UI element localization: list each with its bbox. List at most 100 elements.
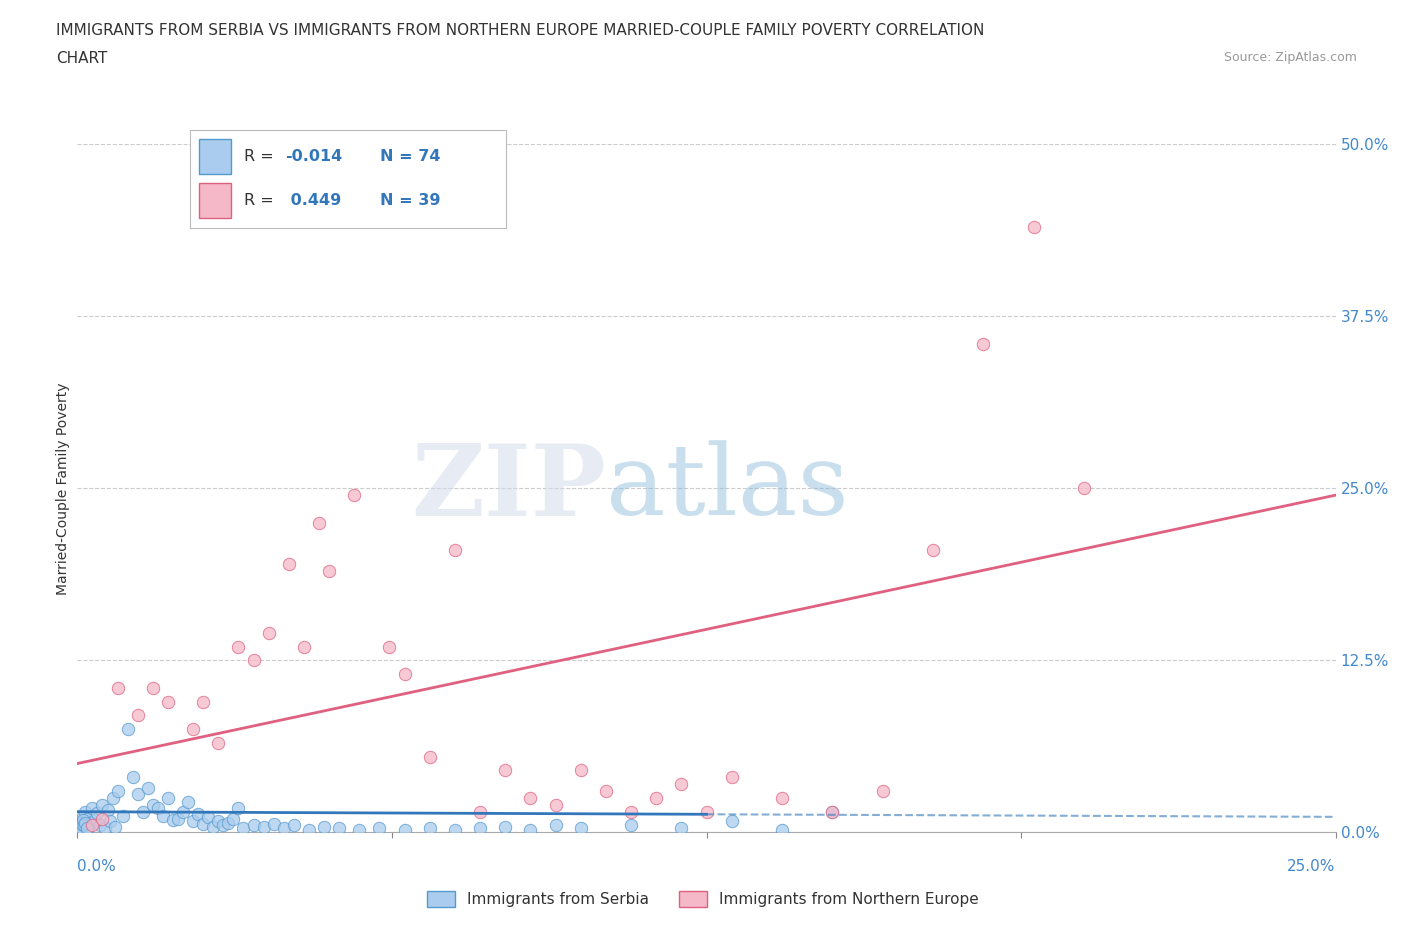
Point (242, 818, 264, 833)
Point (104, 819, 127, 834)
Point (972, 337, 994, 352)
Point (121, 770, 143, 785)
Point (1022, 219, 1045, 234)
Text: 0.0%: 0.0% (77, 859, 117, 874)
Point (821, 804, 844, 819)
Point (94, 821, 117, 836)
Point (419, 750, 441, 764)
Point (720, 770, 742, 785)
Point (181, 722, 204, 737)
Point (257, 625, 280, 640)
Point (187, 807, 209, 822)
Point (70, 818, 93, 833)
Point (86, 805, 108, 820)
Point (1073, 481, 1095, 496)
Point (444, 543, 467, 558)
Point (156, 790, 179, 805)
Point (228, 639, 250, 654)
Text: R =: R = (243, 149, 278, 164)
Point (111, 808, 134, 823)
Point (152, 808, 174, 823)
Point (217, 816, 239, 830)
Point (922, 543, 945, 558)
Point (519, 790, 541, 805)
Point (91, 811, 114, 826)
Text: 0.449: 0.449 (284, 193, 342, 208)
Point (343, 487, 366, 502)
Text: ZIP: ZIP (411, 440, 606, 537)
Point (77, 819, 100, 834)
Text: atlas: atlas (606, 440, 849, 537)
Point (232, 821, 254, 836)
Point (277, 556, 299, 571)
Text: Source: ZipAtlas.com: Source: ZipAtlas.com (1223, 51, 1357, 64)
Point (136, 781, 159, 796)
Legend: Immigrants from Serbia, Immigrants from Northern Europe: Immigrants from Serbia, Immigrants from … (420, 884, 986, 913)
Point (872, 784, 894, 799)
Point (82, 800, 104, 815)
Point (645, 790, 668, 805)
Point (177, 794, 200, 809)
Point (671, 777, 693, 791)
Point (101, 790, 124, 805)
Point (202, 819, 225, 834)
Point (72, 814, 94, 829)
Point (544, 818, 567, 833)
Point (318, 564, 340, 578)
Point (378, 639, 401, 654)
Point (73, 818, 96, 833)
Point (76, 811, 98, 826)
Point (167, 811, 190, 826)
Text: N = 39: N = 39 (380, 193, 440, 208)
Point (394, 667, 416, 682)
Point (419, 821, 441, 836)
Point (770, 790, 793, 805)
Point (84, 813, 107, 828)
Point (207, 736, 229, 751)
Point (72, 808, 94, 823)
Point (494, 819, 516, 834)
Point (519, 822, 541, 837)
Point (544, 797, 567, 812)
Point (72, 813, 94, 828)
Point (720, 814, 742, 829)
Point (770, 822, 793, 837)
FancyBboxPatch shape (200, 139, 231, 174)
Point (671, 821, 693, 836)
Y-axis label: Married-Couple Family Poverty: Married-Couple Family Poverty (56, 382, 70, 594)
Point (162, 813, 184, 828)
Text: N = 74: N = 74 (380, 149, 440, 164)
Point (181, 814, 204, 829)
Point (298, 822, 321, 837)
Point (394, 822, 416, 837)
Point (73, 804, 96, 819)
Point (191, 817, 215, 831)
Point (132, 804, 155, 819)
Point (142, 797, 165, 812)
Point (620, 818, 643, 833)
Text: -0.014: -0.014 (284, 149, 342, 164)
Point (222, 811, 245, 826)
Point (620, 804, 643, 819)
Point (821, 804, 844, 819)
Point (197, 810, 219, 825)
Point (82, 818, 104, 833)
Point (69, 819, 91, 834)
Point (468, 804, 491, 819)
Point (146, 800, 169, 815)
Point (69, 821, 91, 836)
Point (228, 800, 250, 815)
Point (312, 819, 335, 834)
Point (172, 804, 194, 819)
Point (569, 763, 592, 777)
Point (207, 814, 229, 829)
Point (89, 818, 111, 833)
Point (107, 784, 129, 799)
Point (444, 822, 467, 837)
Point (70, 817, 93, 831)
Point (328, 821, 350, 836)
Point (283, 818, 305, 833)
Point (242, 653, 264, 668)
Point (263, 817, 285, 831)
Point (98, 814, 121, 829)
